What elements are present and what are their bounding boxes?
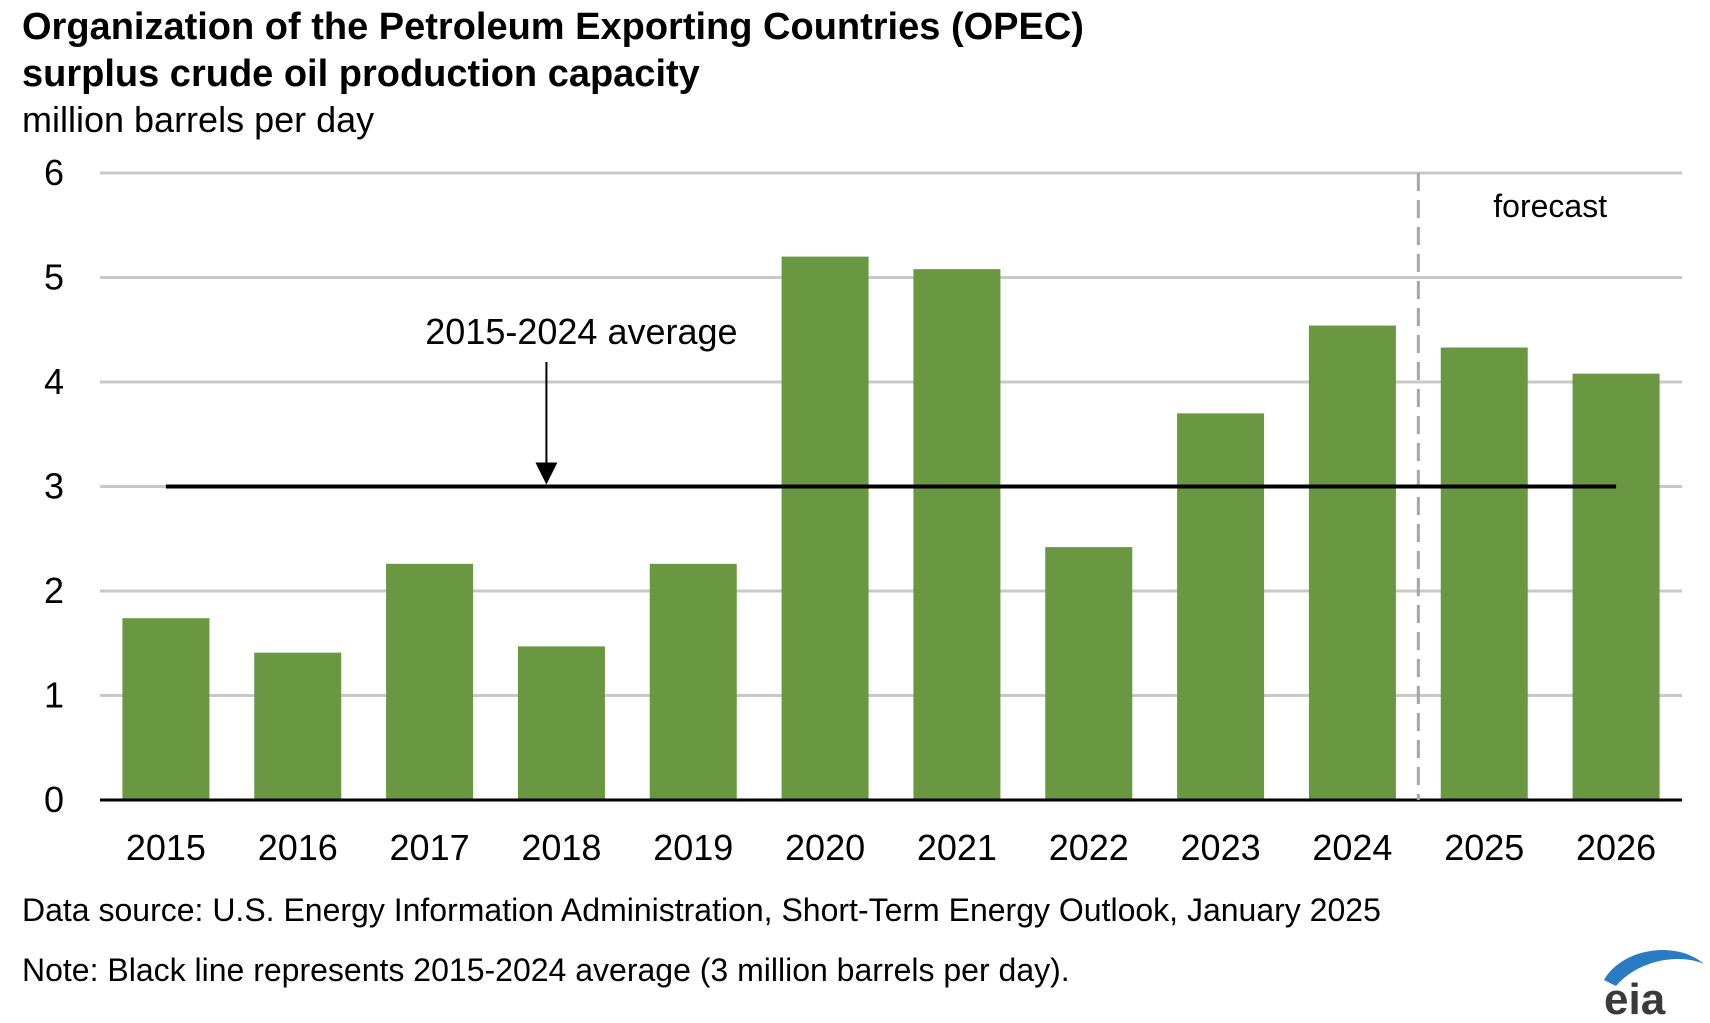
y-tick-label: 2 xyxy=(44,570,64,611)
x-tick-label: 2020 xyxy=(785,827,865,868)
y-axis-unit-label: million barrels per day xyxy=(22,99,375,140)
bar-2024 xyxy=(1308,325,1396,800)
y-tick-label: 4 xyxy=(44,361,64,402)
bar-2016 xyxy=(254,652,342,800)
x-tick-label: 2025 xyxy=(1444,827,1524,868)
footnote: Note: Black line represents 2015-2024 av… xyxy=(22,952,1070,988)
y-tick-label: 6 xyxy=(44,152,64,193)
x-tick-label: 2018 xyxy=(521,827,601,868)
x-tick-label: 2023 xyxy=(1181,827,1261,868)
bar-2025 xyxy=(1440,347,1528,800)
chart-title: Organization of the Petroleum Exporting … xyxy=(22,4,1084,98)
average-arrow-head xyxy=(535,462,558,485)
bar-2022 xyxy=(1045,547,1133,800)
chart-title-line-1: Organization of the Petroleum Exporting … xyxy=(22,6,1084,48)
chart-title-line-2: surplus crude oil production capacity xyxy=(22,53,700,95)
bar-2019 xyxy=(649,563,737,800)
forecast-label: forecast xyxy=(1493,188,1607,224)
x-tick-label: 2024 xyxy=(1312,827,1392,868)
x-tick-label: 2022 xyxy=(1049,827,1129,868)
bar-2017 xyxy=(386,563,474,800)
x-tick-label: 2016 xyxy=(258,827,338,868)
bar-2023 xyxy=(1177,413,1265,800)
chart-annotations: forecast 2015-2024 average xyxy=(100,173,1682,802)
x-tick-label: 2026 xyxy=(1576,827,1656,868)
bar-2026 xyxy=(1572,373,1660,800)
data-source-note: Data source: U.S. Energy Information Adm… xyxy=(22,892,1381,928)
x-tick-label: 2017 xyxy=(390,827,470,868)
x-tick-label: 2019 xyxy=(653,827,733,868)
y-tick-label: 1 xyxy=(44,675,64,716)
bars xyxy=(122,256,1660,801)
eia-logo-swoosh xyxy=(1604,950,1704,986)
average-label: 2015-2024 average xyxy=(425,311,737,352)
x-tick-label: 2021 xyxy=(917,827,997,868)
y-tick-labels: 0 1 2 3 4 5 6 xyxy=(44,152,64,820)
bar-2015 xyxy=(122,618,210,800)
eia-logo: eia xyxy=(1604,950,1704,1020)
bar-2021 xyxy=(913,269,1001,800)
x-tick-labels: 2015 2016 2017 2018 2019 2020 2021 2022 2023 2024… xyxy=(126,827,1656,868)
bar-2020 xyxy=(781,256,869,801)
y-tick-label: 5 xyxy=(44,257,64,298)
y-tick-label: 3 xyxy=(44,466,64,507)
x-tick-label: 2015 xyxy=(126,827,206,868)
eia-logo-text: eia xyxy=(1604,975,1666,1020)
bar-2018 xyxy=(517,646,605,800)
y-tick-label: 0 xyxy=(44,779,64,820)
